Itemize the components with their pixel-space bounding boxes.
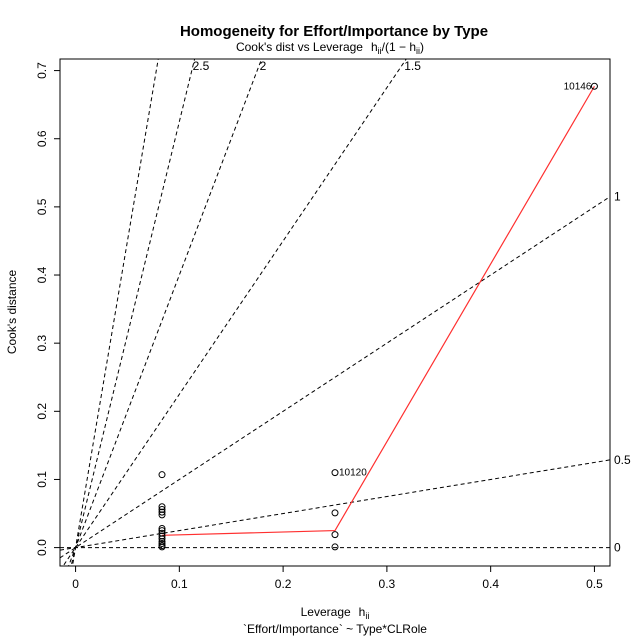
plot-frame bbox=[59, 58, 611, 567]
contour-label: 2.5 bbox=[193, 59, 210, 73]
data-point bbox=[158, 529, 166, 537]
subtitle-formula-open: /(1 − bbox=[382, 40, 410, 54]
subtitle-h-2: h bbox=[409, 40, 416, 54]
y-tick-label: 0.6 bbox=[35, 130, 49, 147]
contour-line bbox=[68, 59, 263, 566]
points-layer: 10120 10146 bbox=[158, 81, 598, 551]
x-tick-label: 0 bbox=[72, 577, 79, 591]
x-tick-label: 0.2 bbox=[275, 577, 292, 591]
x-axis-title-h: h bbox=[359, 605, 366, 619]
subtitle-h: h bbox=[371, 40, 378, 54]
subtitle-main: Cook's dist vs Leverage bbox=[236, 40, 363, 54]
data-point bbox=[158, 511, 166, 519]
smooth-line bbox=[161, 85, 595, 536]
chart-title: Homogeneity for Effort/Importance by Typ… bbox=[180, 23, 488, 40]
x-axis: 0 0.1 0.2 0.3 0.4 0.5 bbox=[72, 566, 603, 591]
x-tick-label: 0.4 bbox=[482, 577, 499, 591]
y-tick-label: 0.5 bbox=[35, 198, 49, 215]
x-tick-label: 0.1 bbox=[171, 577, 188, 591]
smooth-layer bbox=[161, 85, 595, 536]
data-point bbox=[158, 525, 166, 533]
subtitle-sub: ii bbox=[378, 46, 382, 56]
contour-label: 0 bbox=[614, 541, 621, 555]
contour-label: 1.5 bbox=[404, 59, 421, 73]
contour-line bbox=[60, 196, 610, 559]
y-tick-label: 0.3 bbox=[35, 335, 49, 352]
data-point bbox=[158, 505, 166, 513]
point-label: 10120 bbox=[339, 468, 367, 479]
y-axis: 0.0 0.1 0.2 0.3 0.4 0.5 0.6 0.7 bbox=[35, 62, 60, 556]
chart-subtitle: Cook's dist vs Leverage hii/(1 − hii) bbox=[236, 40, 424, 56]
x-tick-label: 0.5 bbox=[586, 577, 603, 591]
data-point bbox=[331, 543, 339, 551]
contour-lines bbox=[60, 59, 610, 566]
data-point bbox=[590, 82, 598, 90]
contour-labels: 0 0.5 1 1.5 2 2.5 bbox=[193, 59, 631, 555]
y-tick-label: 0.2 bbox=[35, 403, 49, 420]
data-point bbox=[158, 503, 166, 511]
data-point bbox=[158, 535, 166, 543]
data-point bbox=[331, 531, 339, 539]
y-tick-label: 0.4 bbox=[35, 266, 49, 283]
contour-line bbox=[71, 59, 159, 566]
contour-line bbox=[62, 59, 407, 566]
y-axis-title: Cook's distance bbox=[5, 270, 19, 355]
contour-label: 0.5 bbox=[614, 453, 631, 467]
data-point bbox=[158, 508, 166, 516]
y-tick-label: 0.0 bbox=[35, 539, 49, 556]
x-axis-title-main: Leverage bbox=[301, 605, 351, 619]
x-axis-title-sub: ii bbox=[365, 611, 369, 621]
contour-line bbox=[70, 59, 196, 566]
contour-line bbox=[60, 459, 610, 551]
subtitle-sub-2: ii bbox=[416, 46, 420, 56]
chart-caption: `Effort/Importance` ~ Type*CLRole bbox=[243, 622, 427, 636]
contour-label: 2 bbox=[260, 59, 267, 73]
data-point bbox=[331, 469, 339, 477]
data-point bbox=[331, 509, 339, 517]
point-label: 10146 bbox=[564, 81, 592, 92]
contour-label: 1 bbox=[614, 190, 621, 204]
data-point bbox=[158, 540, 166, 548]
y-tick-label: 0.7 bbox=[35, 62, 49, 79]
data-point bbox=[158, 537, 166, 545]
data-point bbox=[158, 527, 166, 535]
data-point bbox=[158, 543, 166, 551]
data-point bbox=[158, 532, 166, 540]
data-point bbox=[158, 471, 166, 479]
y-tick-label: 0.1 bbox=[35, 471, 49, 488]
subtitle-formula-close: ) bbox=[420, 40, 424, 54]
x-tick-label: 0.3 bbox=[379, 577, 396, 591]
x-axis-title: Leverage hii bbox=[301, 605, 370, 621]
